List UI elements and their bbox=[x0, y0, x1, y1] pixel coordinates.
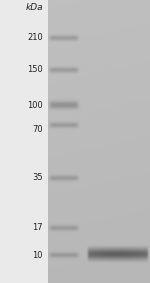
Text: 10: 10 bbox=[33, 250, 43, 260]
Text: 17: 17 bbox=[32, 224, 43, 233]
Text: 150: 150 bbox=[27, 65, 43, 74]
Text: 70: 70 bbox=[32, 125, 43, 134]
Text: 35: 35 bbox=[32, 173, 43, 183]
Text: 210: 210 bbox=[27, 33, 43, 42]
Text: kDa: kDa bbox=[25, 3, 43, 12]
Text: 100: 100 bbox=[27, 100, 43, 110]
